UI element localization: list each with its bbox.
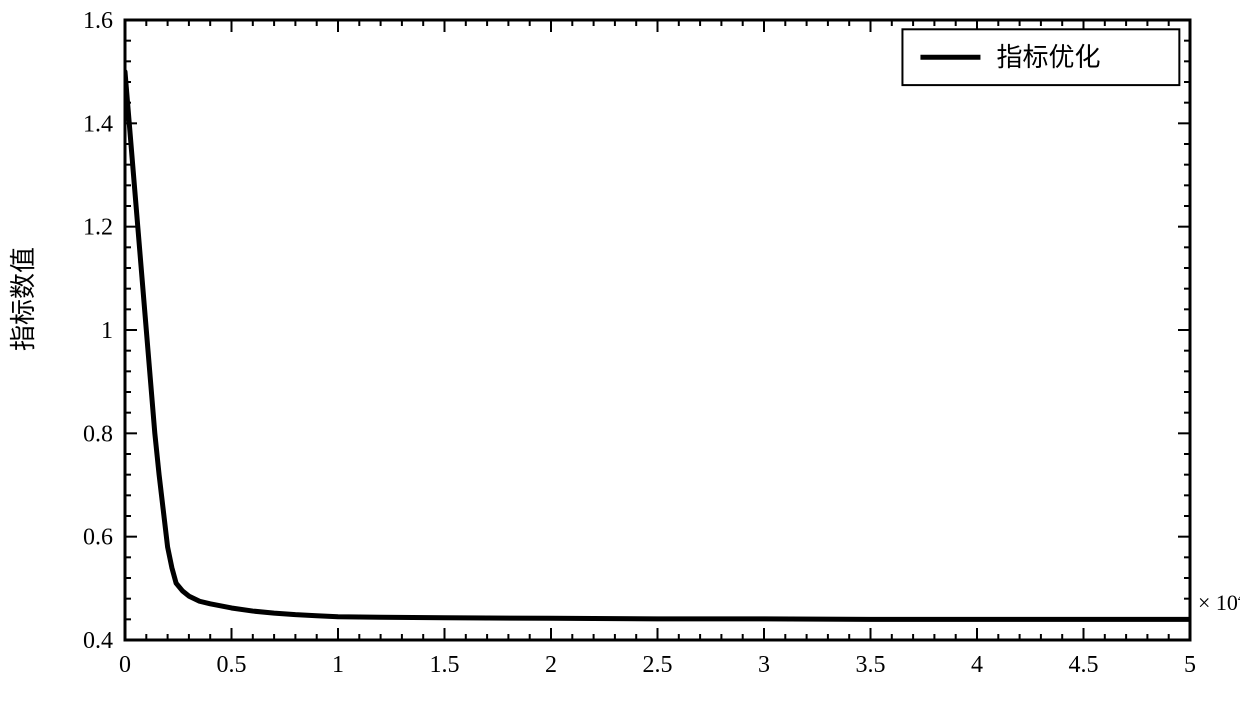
- y-tick-label: 0.6: [83, 525, 113, 551]
- x-tick-label: 5: [1184, 652, 1196, 678]
- x-tick-label: 1: [332, 652, 344, 678]
- x-tick-label: 0.5: [217, 652, 247, 678]
- x-tick-label: 1.5: [430, 652, 460, 678]
- y-tick-label: 0.4: [83, 628, 113, 654]
- x-exponent-label: × 104: [1198, 590, 1240, 615]
- legend-label: 指标优化: [996, 43, 1100, 72]
- x-tick-label: 3.5: [856, 652, 886, 678]
- x-tick-label: 0: [119, 652, 131, 678]
- y-tick-label: 1.6: [83, 8, 113, 34]
- y-tick-label: 1.2: [83, 215, 113, 241]
- chart-background: [0, 0, 1240, 704]
- chart-root: 0 0.5 1 1.5 2 2.5 3 3.5 4 4.5 5 × 104 0.4 0.6 0.8 1 1.2 1…: [0, 0, 1240, 704]
- y-tick-label: 1.4: [83, 111, 113, 137]
- y-tick-label: 1: [101, 318, 113, 344]
- x-tick-label: 4: [971, 652, 983, 678]
- x-tick-label: 2.5: [643, 652, 673, 678]
- x-tick-label: 4.5: [1069, 652, 1099, 678]
- y-tick-label: 0.8: [83, 421, 113, 447]
- y-axis-label: 指标数值: [9, 247, 38, 351]
- line-chart: 0 0.5 1 1.5 2 2.5 3 3.5 4 4.5 5 × 104 0.4 0.6 0.8 1 1.2 1…: [0, 0, 1240, 704]
- x-tick-label: 3: [758, 652, 770, 678]
- x-tick-label: 2: [545, 652, 557, 678]
